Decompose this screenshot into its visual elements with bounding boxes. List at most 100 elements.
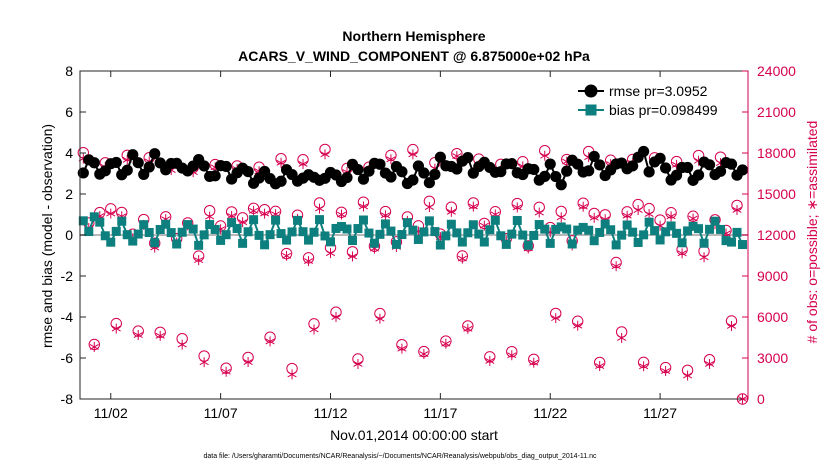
obs-assimilated-point (314, 203, 325, 214)
rmse-point (572, 158, 584, 170)
asterisk-stroke (666, 213, 676, 220)
bias-point (518, 230, 528, 240)
bias-point (309, 227, 319, 237)
obs-assimilated-point (320, 149, 330, 160)
obs-assimilated-point (325, 248, 336, 259)
asterisk-stroke (529, 359, 539, 366)
obs-assimilated-point (578, 201, 588, 212)
bias-point (677, 238, 687, 248)
rmse-point (692, 169, 705, 181)
bias-point (100, 231, 110, 241)
asterisk-stroke (661, 368, 671, 374)
legend: rmse pr=3.0952 bias pr=0.098499 (574, 79, 742, 121)
bias-point (705, 224, 715, 234)
obs-assimilated-point (633, 205, 643, 216)
bias-point (364, 228, 374, 238)
bias-point (512, 215, 522, 225)
asterisk-stroke (227, 212, 237, 219)
rmse-point (594, 159, 606, 171)
y-left-tick-label: -4 (61, 309, 74, 325)
bias-point (419, 227, 429, 237)
asterisk-stroke (540, 152, 550, 159)
obs-assimilated-point (287, 369, 297, 380)
y-axis-left-label: rmse and bias (model - observation) (39, 124, 55, 348)
rmse-point (528, 163, 540, 176)
bias-point (485, 225, 495, 235)
asterisk-stroke (682, 372, 693, 379)
bias-point (457, 237, 467, 247)
bias-point (672, 228, 682, 238)
asterisk-stroke (249, 207, 259, 214)
bias-point (111, 226, 121, 236)
asterisk-stroke (485, 357, 495, 364)
obs-assimilated-point (661, 366, 671, 377)
obs-assimilated-point (375, 313, 385, 324)
bias-point (122, 230, 132, 240)
obs-assimilated-point (512, 202, 522, 213)
bias-point (238, 238, 248, 248)
bias-point (683, 226, 693, 236)
obs-assimilated-point (265, 336, 275, 347)
bias-point (468, 220, 478, 230)
bias-point (391, 239, 401, 249)
bias-point (84, 227, 94, 237)
obs-assimilated-point (457, 253, 467, 264)
bias-point (534, 220, 544, 230)
bias-point (606, 225, 616, 235)
bias-point (221, 230, 231, 240)
obs-assimilated-point (666, 211, 676, 222)
obs-assimilated-point (611, 261, 621, 272)
asterisk-stroke (507, 352, 517, 359)
bias-point (474, 229, 484, 239)
rmse-point (149, 148, 161, 160)
rmse-point (550, 170, 562, 183)
rmse-point (561, 165, 573, 177)
rmse-point (198, 160, 210, 172)
asterisk-stroke (463, 325, 473, 332)
y-right-tick-label: 0 (757, 391, 765, 407)
asterisk-stroke (386, 156, 396, 163)
obs-assimilated-point (617, 332, 627, 343)
rmse-point (659, 162, 672, 174)
obs-assimilated-point (380, 210, 391, 221)
obs-assimilated-point (199, 357, 209, 368)
rmse-point (434, 151, 446, 163)
obs-assimilated-point (540, 150, 550, 161)
x-tick-label: 11/12 (314, 405, 348, 421)
y-left-tick-label: 0 (65, 227, 73, 243)
obs-assimilated-point (331, 312, 341, 323)
obs-assimilated-point (639, 361, 649, 372)
asterisk-stroke (468, 203, 478, 210)
bias-point (595, 227, 605, 237)
rmse-point (77, 167, 89, 179)
bias-point (446, 219, 456, 229)
bias-point (666, 221, 676, 231)
bias-point (358, 215, 368, 225)
obs-assimilated-point (336, 209, 347, 220)
bias-point (479, 237, 489, 247)
obs-assimilated-point (243, 357, 253, 368)
obs-assimilated-point (677, 248, 687, 259)
obs-assimilated-point (551, 313, 561, 324)
bias-point (89, 212, 99, 222)
bias-point (183, 220, 193, 230)
bias-point (166, 228, 176, 238)
obs-assimilated-point (205, 211, 215, 222)
asterisk-stroke (704, 360, 715, 367)
rmse-point (363, 165, 375, 177)
chart-title-line-1: Northern Hemisphere (342, 28, 485, 44)
asterisk-stroke (199, 359, 209, 366)
rmse-point (638, 145, 650, 158)
asterisk-stroke (314, 205, 325, 212)
bias-point (578, 222, 588, 232)
bias-point (567, 239, 577, 249)
bias-point (529, 230, 539, 240)
asterisk-stroke (726, 323, 737, 329)
axes: -8 -6 -4 -2 0 2 4 6 8 0 3000 6000 9000 12000 15000 1800… (61, 63, 797, 421)
rmse-point (407, 174, 419, 186)
asterisk-stroke (424, 204, 434, 210)
bias-point (260, 240, 270, 250)
bias-point (562, 224, 572, 234)
legend-bias-marker (585, 104, 597, 116)
